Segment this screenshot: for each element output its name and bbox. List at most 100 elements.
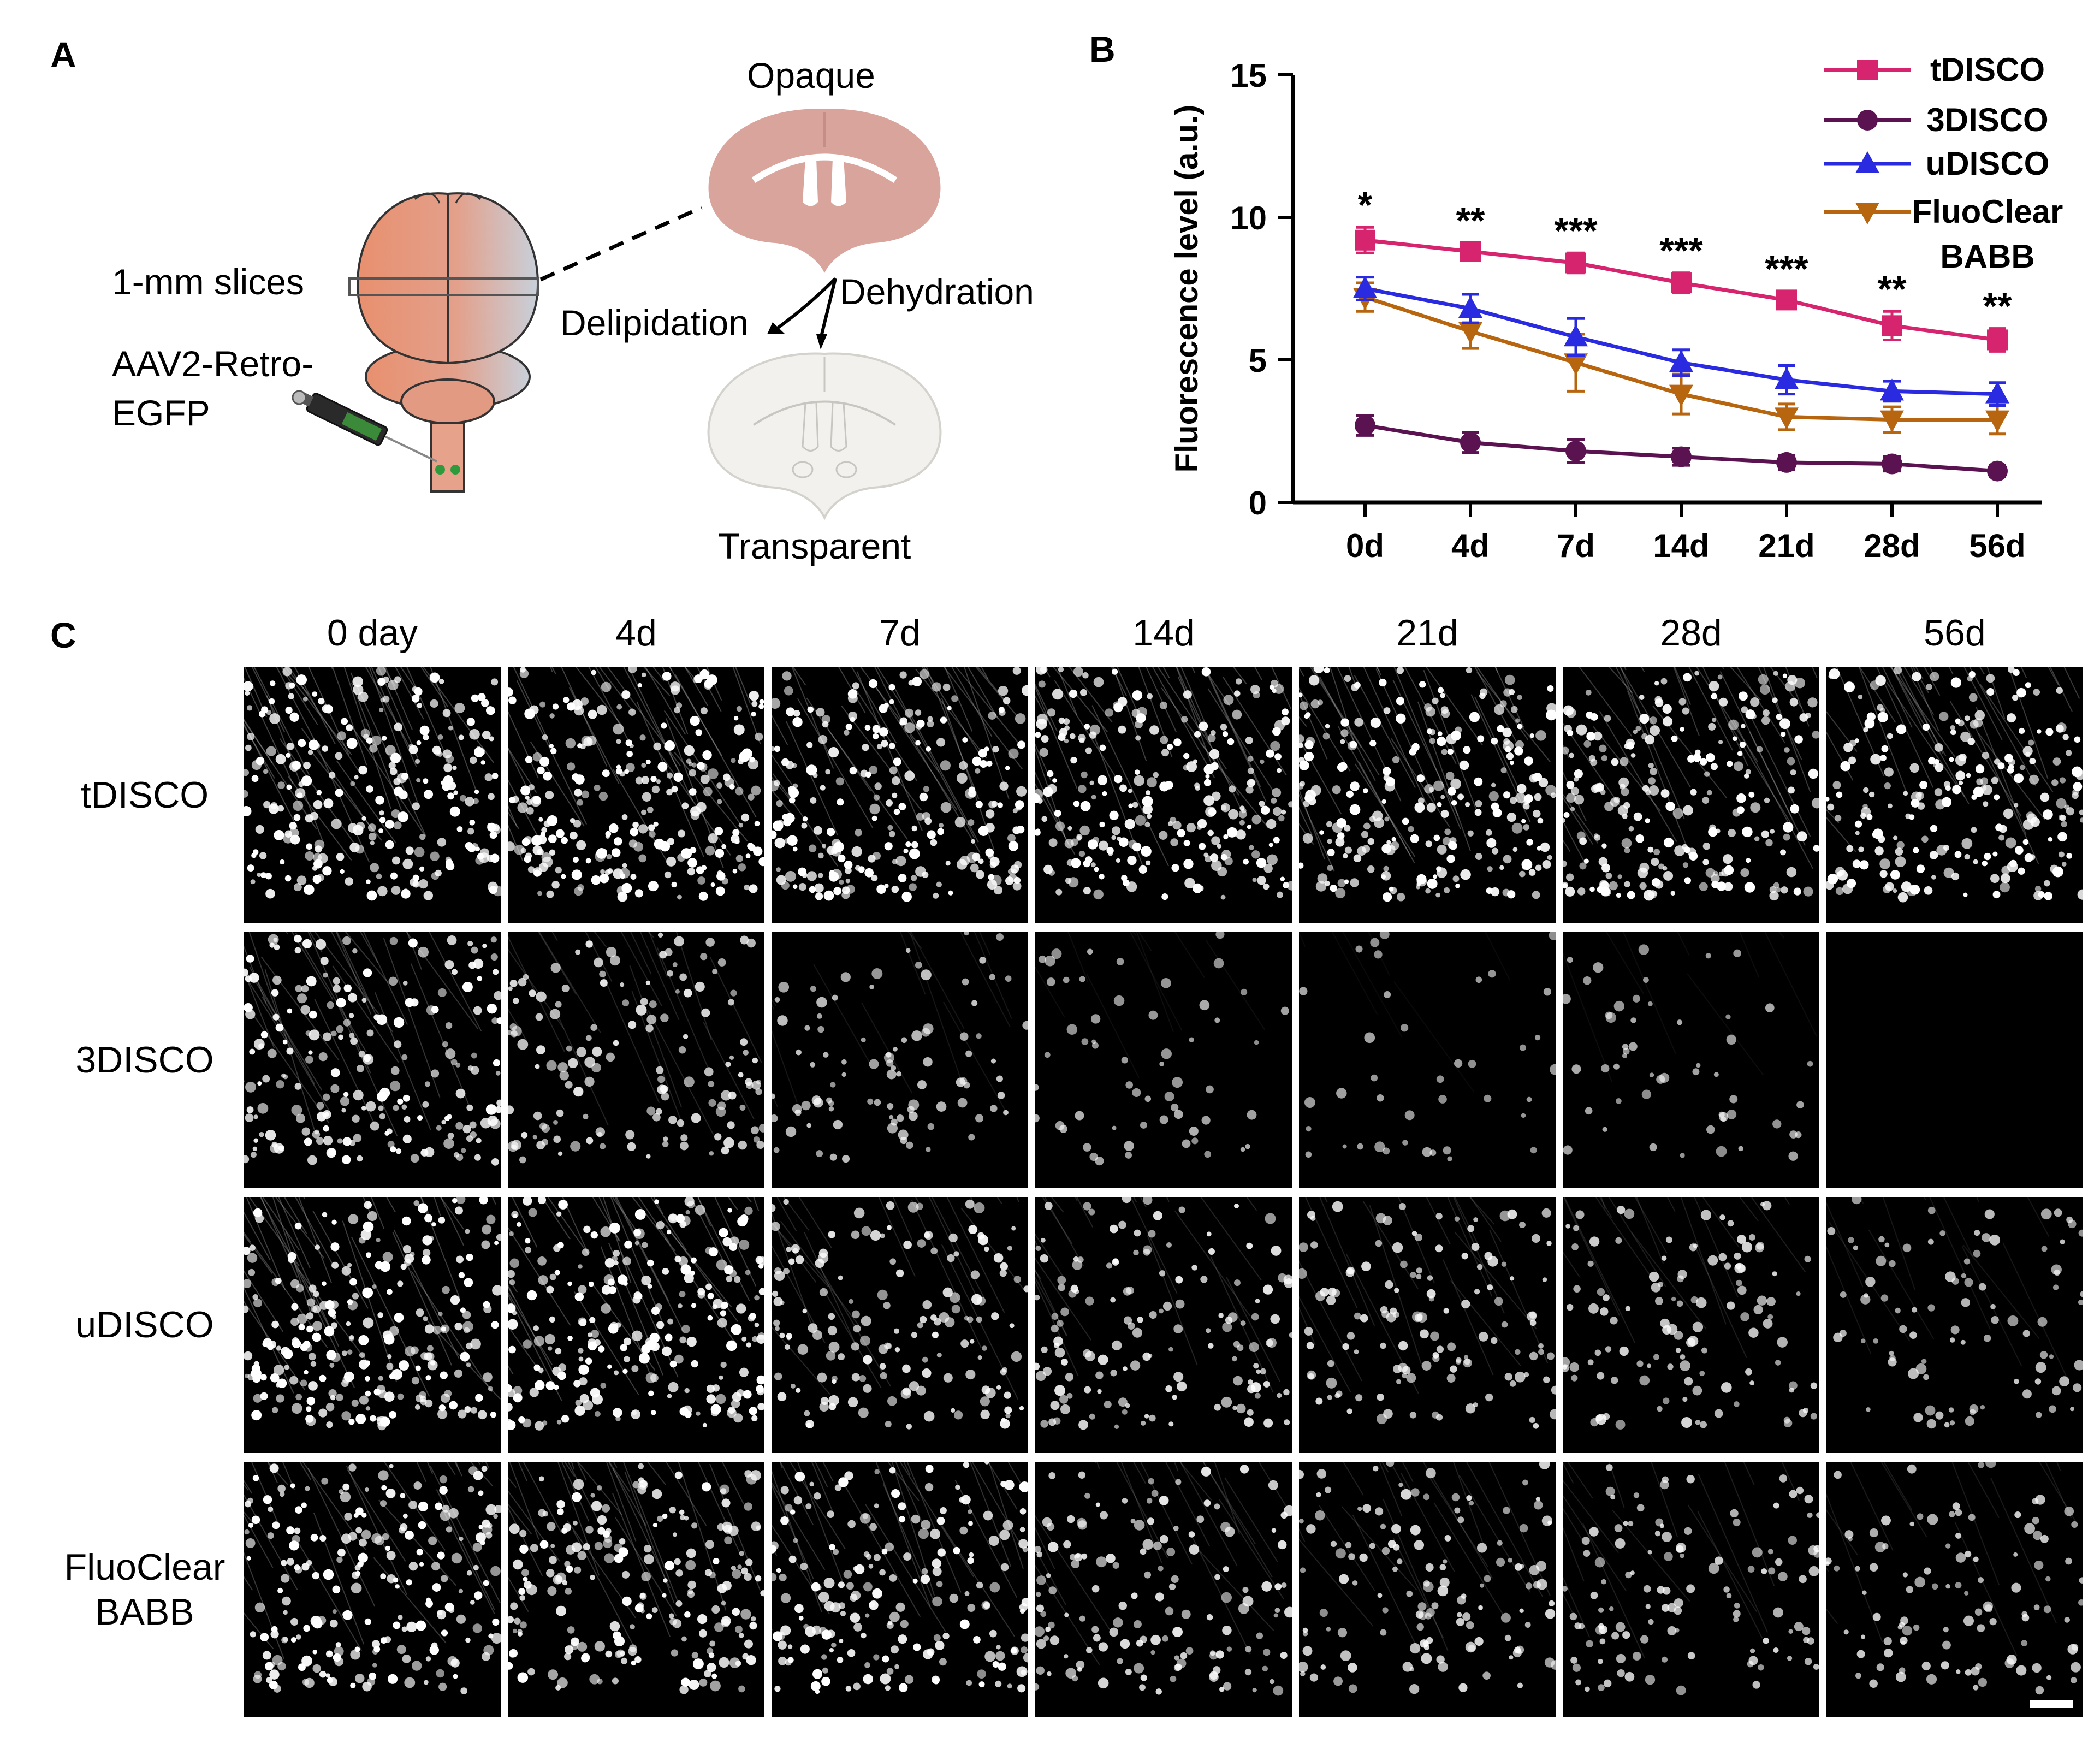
neuron-soma bbox=[482, 731, 491, 739]
neuron-soma bbox=[636, 1293, 643, 1300]
neuron-soma bbox=[1035, 1114, 1040, 1123]
neuron-soma bbox=[901, 1037, 907, 1044]
neuron-soma bbox=[1222, 1322, 1232, 1332]
neuron-soma bbox=[868, 855, 876, 863]
neuron-soma bbox=[2018, 867, 2025, 875]
neuron-soma bbox=[591, 1330, 599, 1338]
panel-a-illustration bbox=[292, 109, 942, 520]
neuron-soma bbox=[1304, 1326, 1313, 1336]
neuron-soma bbox=[1765, 839, 1773, 847]
neurite bbox=[2002, 1243, 2071, 1384]
neuron-soma bbox=[1435, 1244, 1443, 1253]
neuron-soma bbox=[1074, 1289, 1079, 1294]
neuron-soma bbox=[1964, 1278, 1973, 1287]
neuron-soma bbox=[1083, 1349, 1091, 1358]
neuron-soma bbox=[653, 821, 659, 827]
neuron-soma bbox=[596, 1485, 602, 1491]
neuron-soma bbox=[1317, 873, 1328, 884]
neuron-soma bbox=[570, 831, 578, 840]
neuron-soma bbox=[2045, 728, 2054, 736]
neuron-soma bbox=[470, 1407, 478, 1414]
neuron-soma bbox=[674, 1255, 681, 1263]
neuron-soma bbox=[442, 1504, 450, 1513]
neuron-soma bbox=[323, 972, 328, 978]
neuron-soma bbox=[998, 1662, 1006, 1671]
neuron-soma bbox=[1889, 1260, 1896, 1267]
neuron-soma bbox=[390, 1081, 401, 1092]
neuron-soma bbox=[1263, 1418, 1273, 1428]
neuron-soma bbox=[820, 785, 826, 791]
neuron-soma bbox=[1232, 709, 1242, 720]
neuron-soma bbox=[1440, 693, 1445, 698]
neuron-soma bbox=[346, 1321, 351, 1326]
neuron-soma bbox=[744, 1470, 752, 1478]
neurite bbox=[313, 737, 370, 863]
neuron-soma bbox=[686, 1548, 696, 1558]
neuron-soma bbox=[1658, 863, 1664, 870]
neuron-soma bbox=[1128, 840, 1137, 849]
neuron-soma bbox=[371, 1640, 380, 1649]
neuron-soma bbox=[1134, 1229, 1141, 1237]
neuron-soma bbox=[1610, 1317, 1618, 1325]
neuron-soma bbox=[1004, 1480, 1015, 1490]
neuron-soma bbox=[325, 1402, 335, 1412]
neuron-soma bbox=[668, 1116, 677, 1124]
neuron-soma bbox=[355, 1570, 361, 1576]
data-point bbox=[1882, 453, 1902, 475]
neuron-soma bbox=[409, 1252, 415, 1257]
neuron-soma bbox=[656, 1221, 665, 1230]
neuron-soma bbox=[678, 829, 686, 838]
neuron-soma bbox=[601, 681, 612, 692]
neuron-soma bbox=[638, 854, 646, 863]
neuron-soma bbox=[1474, 809, 1482, 816]
neuron-soma bbox=[1375, 1240, 1383, 1247]
neuron-soma bbox=[252, 1146, 257, 1152]
neuron-soma bbox=[1576, 831, 1586, 840]
neuron-soma bbox=[324, 1326, 335, 1337]
neuron-soma bbox=[959, 1526, 968, 1535]
neuron-soma bbox=[521, 838, 530, 846]
neuron-soma bbox=[474, 789, 479, 795]
neuron-soma bbox=[395, 1584, 400, 1589]
neuron-soma bbox=[959, 1077, 968, 1085]
neuron-soma bbox=[708, 833, 718, 844]
neuron-soma bbox=[1035, 1246, 1041, 1251]
neuron-soma bbox=[2048, 837, 2053, 842]
neurite bbox=[1206, 940, 1265, 1030]
neuron-soma bbox=[1414, 802, 1425, 813]
neuron-soma bbox=[1486, 838, 1497, 848]
neuron-soma bbox=[1504, 674, 1515, 685]
neuron-soma bbox=[1994, 758, 2001, 765]
neuron-soma bbox=[1543, 1376, 1550, 1383]
neuron-soma bbox=[662, 1141, 669, 1147]
neuron-soma bbox=[892, 859, 898, 865]
neuron-soma bbox=[1268, 843, 1273, 847]
neuron-soma bbox=[903, 848, 909, 854]
neuron-soma bbox=[388, 976, 398, 986]
neuron-soma bbox=[735, 855, 743, 862]
neuron-soma bbox=[1306, 1342, 1314, 1350]
neuron-soma bbox=[370, 840, 375, 845]
neurite bbox=[1299, 1260, 1362, 1382]
neuron-soma bbox=[1046, 1573, 1051, 1578]
neuron-soma bbox=[1756, 1242, 1764, 1250]
neuron-soma bbox=[665, 1561, 675, 1571]
neuron-soma bbox=[416, 1549, 423, 1556]
neuron-soma bbox=[1635, 834, 1645, 843]
neuron-soma bbox=[1924, 886, 1933, 895]
neuron-soma bbox=[642, 1242, 648, 1248]
neurite bbox=[1224, 1477, 1278, 1562]
neuron-soma bbox=[851, 846, 862, 857]
neuron-soma bbox=[754, 1295, 760, 1301]
neuron-soma bbox=[1864, 1293, 1868, 1298]
neuron-soma bbox=[410, 998, 419, 1007]
neuron-soma bbox=[573, 820, 582, 828]
neuron-soma bbox=[296, 792, 303, 799]
neuron-soma bbox=[1684, 1377, 1693, 1386]
neuron-soma bbox=[1233, 1341, 1240, 1348]
neuron-soma bbox=[1613, 1000, 1625, 1012]
neurite bbox=[1495, 667, 1499, 673]
neuron-soma bbox=[438, 1311, 443, 1317]
legend-marker bbox=[1855, 151, 1879, 173]
